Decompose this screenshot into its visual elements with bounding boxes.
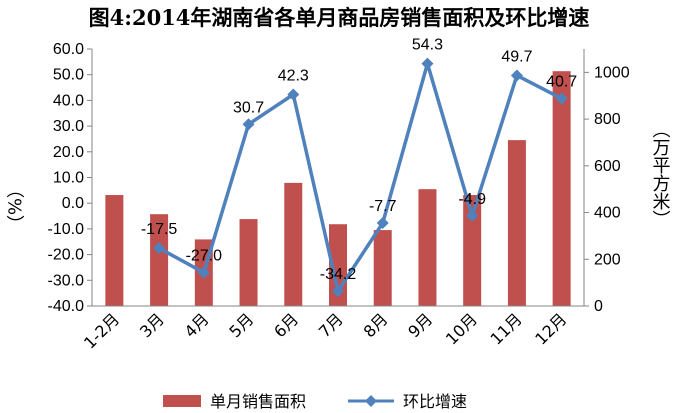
legend-bar-swatch: [163, 395, 201, 407]
x-tick-label: 4月: [181, 309, 213, 341]
x-axis-ticks: 1-2月 3月 4月 5月 6月 7月 8月 9月 10月 11月 12月: [80, 309, 571, 352]
line-series: -17.5 -27.0 30.7 42.3 -34.2 -7.7 54.3 -4.9 49.7 4…: [141, 37, 577, 298]
line-data-label: -27.0: [186, 248, 223, 265]
x-tick-label: 12月: [531, 309, 570, 348]
right-tick-label: 200: [594, 251, 621, 268]
line-data-label: -7.7: [369, 198, 397, 215]
left-tick-label: -30.0: [48, 272, 85, 289]
bar: [373, 230, 392, 306]
line-marker: [153, 242, 166, 255]
line-data-label: 40.7: [546, 74, 577, 91]
x-tick-label: 6月: [270, 309, 302, 341]
left-tick-label: 0.0: [62, 195, 84, 212]
line-marker: [197, 266, 210, 279]
left-tick-label: -40.0: [48, 298, 85, 315]
bar: [284, 182, 303, 306]
line-marker: [242, 118, 255, 131]
line-marker: [510, 69, 523, 82]
left-tick-label: -10.0: [48, 221, 85, 238]
bar: [150, 214, 169, 306]
right-tick-label: 400: [594, 205, 621, 222]
bar: [105, 195, 124, 306]
bar-series: [105, 71, 571, 306]
left-axis-label: （%）: [4, 180, 25, 233]
left-tick-label: 60.0: [53, 41, 84, 58]
x-tick-label: 10月: [442, 309, 481, 348]
bar: [239, 219, 258, 306]
left-tick-label: 10.0: [53, 170, 84, 187]
line-data-label: -34.2: [320, 266, 357, 283]
line-data-label: 54.3: [412, 37, 443, 54]
right-tick-label: 800: [594, 111, 621, 128]
left-tick-label: -20.0: [48, 247, 85, 264]
line-data-label: 30.7: [233, 99, 264, 116]
line-marker: [466, 209, 479, 222]
bar: [463, 195, 482, 306]
legend: 单月销售面积 环比增速: [163, 392, 467, 411]
bar: [418, 189, 437, 306]
line-marker: [555, 92, 568, 105]
x-tick-label: 5月: [225, 309, 257, 341]
right-tick-label: 0: [594, 298, 603, 315]
line-data-label: -17.5: [141, 221, 178, 238]
left-tick-label: 50.0: [53, 67, 84, 84]
x-tick-label: 9月: [404, 309, 436, 341]
line-marker: [421, 57, 434, 70]
left-axis-ticks: 60.0 50.0 40.0 30.0 20.0 10.0 0.0 -10.0 -20.0 -30…: [48, 41, 92, 315]
x-tick-label: 7月: [315, 309, 347, 341]
x-tick-label: 3月: [136, 309, 168, 341]
right-axis-ticks: 1000 800 600 400 200 0: [584, 64, 630, 315]
right-tick-label: 1000: [594, 64, 630, 81]
legend-line-marker: [365, 395, 377, 407]
legend-line-label: 环比增速: [403, 392, 467, 411]
bar: [552, 71, 571, 306]
legend-bar-label: 单月销售面积: [210, 392, 306, 411]
x-tick-label: 1-2月: [80, 309, 123, 352]
axes: [91, 49, 585, 307]
left-tick-label: 30.0: [53, 118, 84, 135]
line-marker: [376, 216, 389, 229]
bar: [507, 140, 526, 306]
right-axis-label: （万平方米）: [650, 120, 671, 228]
line-marker: [332, 285, 344, 298]
line-data-label: -4.9: [458, 191, 486, 208]
left-tick-label: 20.0: [53, 144, 84, 161]
line-data-label: 42.3: [278, 67, 309, 84]
line-marker: [287, 88, 300, 101]
growth-line: [158, 61, 563, 293]
line-data-label: 49.7: [501, 48, 532, 65]
x-tick-label: 11月: [487, 309, 526, 348]
right-tick-label: 600: [594, 158, 621, 175]
chart-title: 图4:2014年湖南省各单月商品房销售面积及环比增速: [88, 5, 590, 30]
x-tick-label: 8月: [360, 309, 392, 341]
left-tick-label: 40.0: [53, 92, 84, 109]
